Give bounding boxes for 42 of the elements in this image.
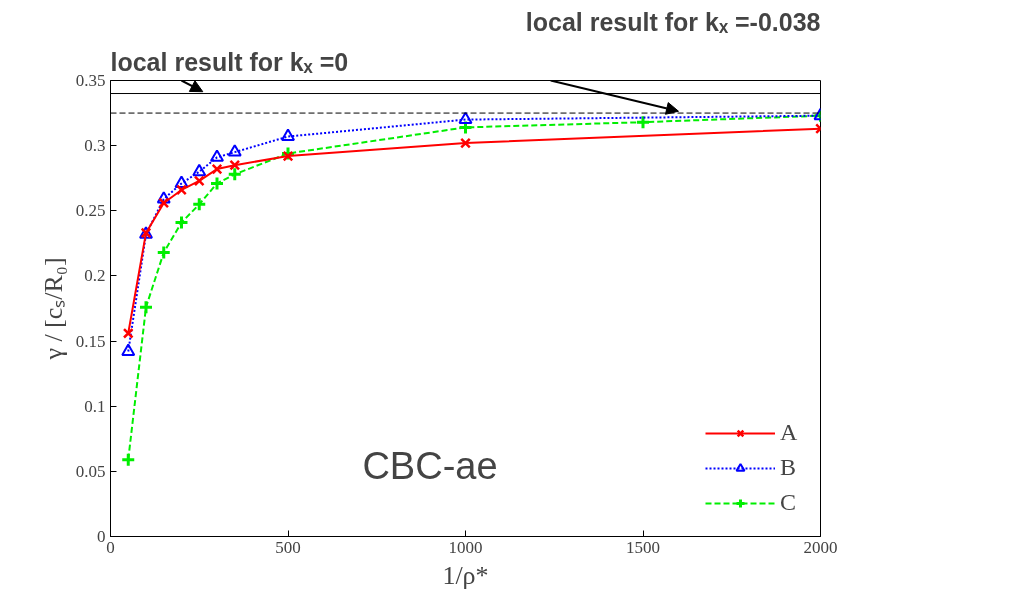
y-tick-label: 0.1 (84, 396, 106, 416)
point (229, 159, 241, 171)
point (458, 111, 473, 125)
point (174, 175, 189, 188)
legend-label: C (780, 489, 797, 516)
point (192, 163, 207, 177)
point (176, 184, 187, 196)
point (281, 128, 295, 141)
x-axis-title: 1/ρ* (442, 560, 489, 590)
x-tick-label: 1500 (626, 537, 660, 557)
point (211, 163, 223, 175)
point (158, 197, 170, 209)
point (193, 175, 205, 187)
point (174, 215, 189, 231)
point (156, 191, 171, 204)
point (209, 175, 225, 191)
point (156, 244, 172, 260)
point (138, 299, 154, 315)
y-tick-label: 0.2 (84, 266, 106, 286)
x-tick-label: 500 (275, 537, 301, 557)
point (227, 144, 242, 157)
point (460, 137, 471, 149)
legend-label: A (780, 419, 799, 446)
point (122, 327, 134, 339)
y-axis-title: γ / [cₛ/R₀] (38, 257, 68, 361)
text: local result for kₓ =-0.038 (525, 7, 821, 36)
point (282, 150, 294, 162)
point (210, 149, 224, 162)
point (120, 452, 136, 468)
y-tick-label: 0.25 (75, 201, 106, 221)
y-tick-label: 0.05 (75, 461, 106, 481)
y-tick-label: 0.15 (75, 331, 106, 351)
point (121, 343, 136, 356)
x-tick-label: 2000 (803, 537, 838, 557)
text: local result for kₓ =0 (110, 47, 349, 76)
point (191, 196, 207, 212)
y-tick-label: 0.35 (75, 71, 106, 90)
legend-label: B (780, 454, 797, 481)
x-tick-label: 1000 (448, 537, 483, 557)
y-tick-label: 0.3 (84, 136, 106, 156)
annotation: CBC-ae (362, 444, 498, 487)
point (227, 166, 243, 182)
